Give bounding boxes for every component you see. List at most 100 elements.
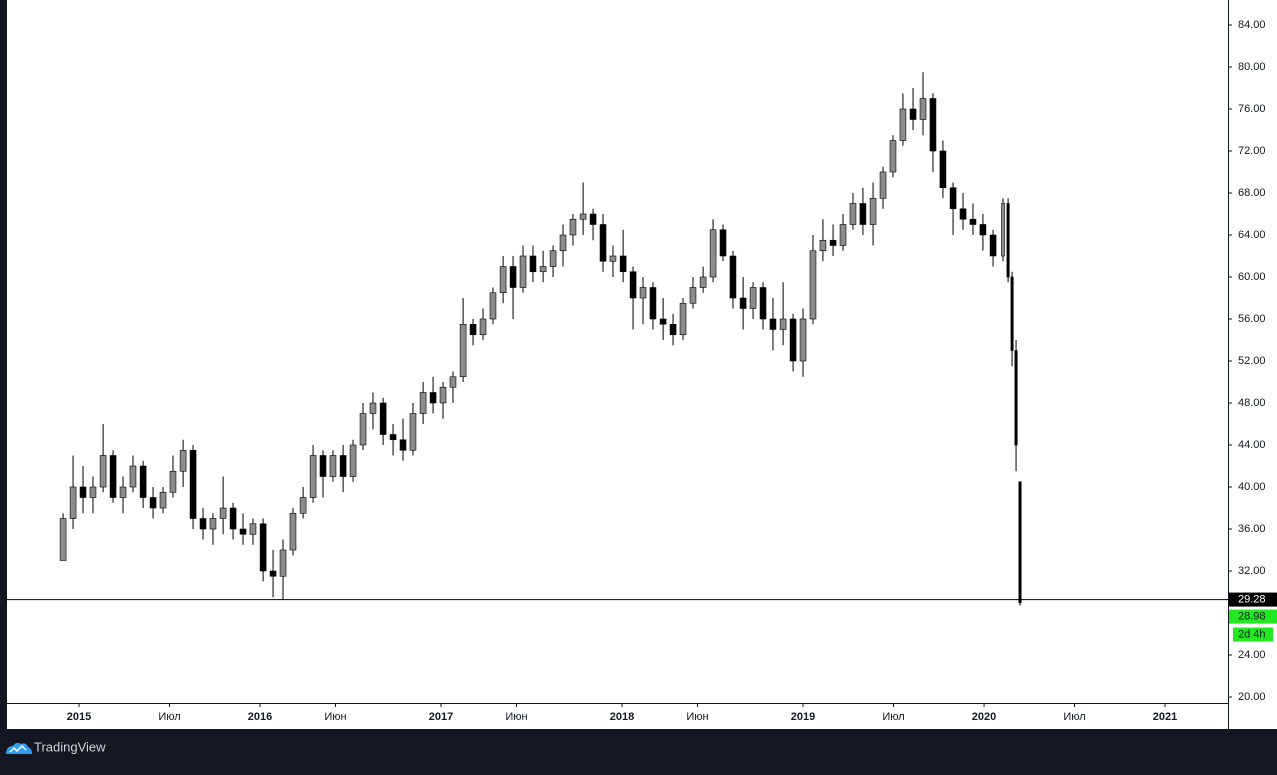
y-tick-label: 24.00 bbox=[1238, 649, 1266, 661]
candle-body bbox=[789, 318, 797, 362]
y-tick-label: 40.00 bbox=[1238, 481, 1266, 493]
y-tick-label: 80.00 bbox=[1238, 61, 1266, 73]
brand-name[interactable]: TradingView bbox=[34, 739, 106, 754]
candle-body bbox=[649, 287, 657, 320]
candle-body bbox=[1018, 481, 1022, 604]
candle-body bbox=[129, 465, 137, 488]
y-tick-label: 48.00 bbox=[1238, 397, 1266, 409]
candle-body bbox=[509, 266, 517, 288]
candle-body bbox=[299, 497, 307, 514]
candle-body bbox=[849, 203, 857, 225]
candle-body bbox=[609, 255, 617, 262]
candle-body bbox=[819, 239, 827, 252]
candle-body bbox=[859, 203, 867, 225]
candle-body bbox=[309, 455, 317, 498]
candle-body bbox=[1006, 203, 1010, 278]
candle-body bbox=[869, 197, 877, 225]
candle-body bbox=[619, 255, 627, 273]
candle-body bbox=[829, 239, 837, 246]
x-tick-label: Июл bbox=[158, 711, 180, 723]
candle-body bbox=[919, 98, 927, 120]
candle-body bbox=[139, 465, 147, 498]
candle-body bbox=[429, 392, 437, 404]
candle-body bbox=[329, 455, 337, 477]
candle-body bbox=[389, 434, 397, 441]
candle-body bbox=[989, 234, 997, 257]
x-tick-label: 2021 bbox=[1153, 711, 1177, 723]
candle-body bbox=[899, 108, 907, 141]
x-tick-label: 2016 bbox=[248, 711, 272, 723]
candle-body bbox=[839, 224, 847, 246]
candle-body bbox=[739, 297, 747, 309]
x-tick-label: Июл bbox=[1063, 711, 1085, 723]
candle-body bbox=[679, 302, 687, 336]
x-tick-label: 2018 bbox=[610, 711, 634, 723]
candle-body bbox=[269, 570, 277, 577]
candle-body bbox=[979, 224, 987, 236]
candle-body bbox=[339, 455, 347, 477]
candle-body bbox=[99, 455, 107, 488]
candle-body bbox=[969, 218, 977, 225]
candle-body bbox=[109, 455, 117, 498]
candle-body bbox=[599, 224, 607, 262]
candle-body bbox=[779, 318, 787, 330]
candle-body bbox=[589, 213, 597, 225]
candle-body bbox=[379, 402, 387, 435]
candle-body bbox=[239, 528, 247, 535]
candle-body bbox=[279, 549, 287, 577]
candle-body bbox=[529, 255, 537, 273]
candle-body bbox=[359, 413, 367, 446]
candle-body bbox=[209, 518, 217, 530]
candle-body bbox=[179, 449, 187, 472]
candle-body bbox=[219, 507, 227, 519]
x-tick-label: Июл bbox=[882, 711, 904, 723]
y-tick-label: 32.00 bbox=[1238, 565, 1266, 577]
candle-body bbox=[929, 98, 937, 152]
candle-body bbox=[549, 250, 557, 267]
candle-body bbox=[539, 266, 547, 273]
candle-body bbox=[59, 518, 67, 561]
candle-body bbox=[249, 523, 257, 535]
x-tick-label: 2019 bbox=[791, 711, 815, 723]
candle-body bbox=[449, 376, 457, 388]
x-tick-label: Июн bbox=[324, 711, 346, 723]
candle-body bbox=[939, 150, 947, 189]
candle-body bbox=[769, 318, 777, 330]
x-tick-label: Июн bbox=[505, 711, 527, 723]
x-tick-label: 2020 bbox=[972, 711, 996, 723]
candle-body bbox=[169, 470, 177, 493]
y-tick-label: 20.00 bbox=[1238, 691, 1266, 703]
candle-body bbox=[409, 413, 417, 451]
candle-body bbox=[499, 266, 507, 294]
candle-body bbox=[439, 386, 447, 404]
horizontal-line-label-box bbox=[1229, 592, 1277, 607]
candle-body bbox=[579, 213, 587, 220]
candle-body bbox=[119, 486, 127, 498]
candle-body bbox=[949, 187, 957, 210]
y-tick-label: 84.00 bbox=[1238, 19, 1266, 31]
candle-body bbox=[369, 402, 377, 414]
candle-body bbox=[79, 486, 87, 498]
footer bbox=[0, 729, 1277, 775]
candle-body bbox=[1014, 350, 1018, 446]
candle-body bbox=[259, 523, 267, 572]
candle-body bbox=[759, 287, 767, 320]
candle-body bbox=[879, 171, 887, 199]
horizontal-line-label: 29.28 bbox=[1238, 593, 1266, 605]
y-tick-label: 56.00 bbox=[1238, 313, 1266, 325]
brand-logo[interactable] bbox=[6, 742, 32, 754]
countdown-label: 2d 4h bbox=[1238, 628, 1266, 640]
candle-body bbox=[659, 318, 667, 325]
candle-body bbox=[159, 491, 167, 509]
left-border bbox=[0, 0, 7, 729]
logo-line bbox=[9, 744, 27, 753]
candle-body bbox=[149, 497, 157, 509]
candle-body bbox=[469, 323, 477, 336]
candle-body bbox=[699, 276, 707, 288]
candle-body bbox=[719, 229, 727, 257]
candle-body bbox=[809, 250, 817, 320]
candle-body bbox=[189, 449, 197, 519]
last-price-label-box bbox=[1229, 609, 1277, 624]
candle-body bbox=[479, 318, 487, 336]
